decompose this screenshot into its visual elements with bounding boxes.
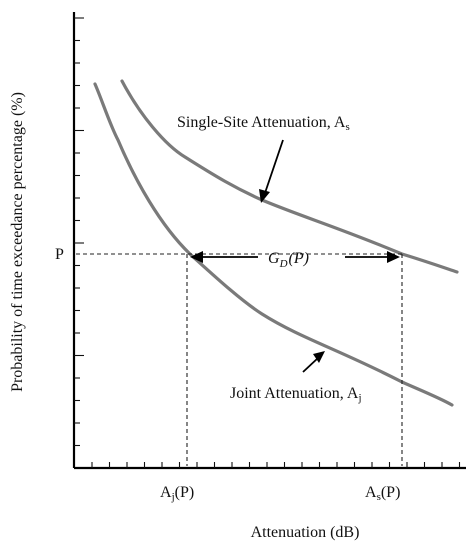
single-site-label: Single-Site Attenuation, As — [177, 114, 350, 133]
single-site-label-sub: s — [345, 121, 349, 133]
as-tick-sub: s — [377, 491, 381, 503]
joint-pointer-head — [313, 351, 325, 363]
joint-attenuation-curve — [93, 82, 454, 407]
joint-pointer-line — [302, 357, 319, 373]
x-axis-ticks — [91, 462, 461, 468]
gd-label-sub: D — [279, 258, 288, 270]
gd-label: GD(P) — [268, 250, 309, 270]
single-site-pointer-line — [264, 139, 284, 194]
y-axis-ticks — [74, 17, 84, 447]
gd-right-arrowhead — [387, 251, 400, 263]
x-axis-title: Attenuation (dB) — [251, 524, 360, 541]
as-tick-label: As(P) — [365, 484, 400, 503]
gd-label-g: G — [268, 250, 280, 267]
single-site-pointer-head — [259, 189, 270, 203]
joint-label-main: Joint Attenuation, A — [230, 385, 359, 402]
y-axis-title: Probability of time exceedance percentag… — [9, 92, 26, 392]
as-tick-main: A — [365, 484, 377, 501]
aj-tick-main: A — [160, 484, 172, 501]
joint-label-sub: j — [357, 392, 361, 404]
aj-tick-sub: j — [171, 491, 175, 503]
single-site-label-main: Single-Site Attenuation, A — [177, 114, 346, 131]
p-label: P — [55, 246, 64, 263]
gd-label-arg: (P) — [289, 250, 309, 267]
as-tick-arg: (P) — [381, 484, 401, 501]
joint-label: Joint Attenuation, Aj — [230, 385, 362, 404]
single-site-attenuation-curve — [120, 79, 459, 274]
gd-annotation: GD(P) — [190, 250, 400, 270]
aj-tick-arg: (P) — [175, 484, 195, 501]
aj-tick-label: Aj(P) — [160, 484, 194, 503]
gd-left-arrowhead — [190, 251, 203, 263]
